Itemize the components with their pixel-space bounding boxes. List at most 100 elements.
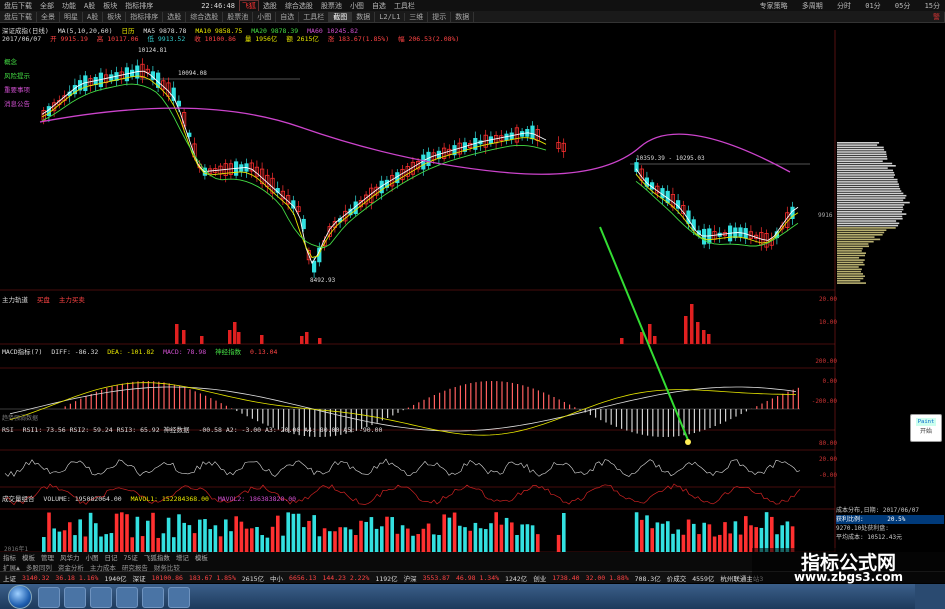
function-tab[interactable]: 多股同列 — [25, 563, 52, 572]
cost-bar — [837, 192, 904, 195]
indicator-tab[interactable]: 小图 — [85, 554, 99, 562]
menu-item[interactable]: 工具栏 — [393, 1, 415, 10]
warning-icon[interactable]: 警 — [929, 11, 945, 22]
tab[interactable]: 指标排序 — [126, 11, 164, 22]
menu-item[interactable]: 小图 — [349, 1, 364, 10]
volume-bar — [754, 527, 758, 552]
rsi-title[interactable]: RSI — [2, 426, 14, 434]
start-button[interactable] — [8, 585, 32, 609]
candle — [738, 227, 743, 237]
paint-button[interactable]: Paint 开始 — [910, 414, 942, 442]
cost-bar — [837, 174, 895, 176]
function-tab[interactable]: 财务比较 — [153, 563, 180, 572]
menu-item[interactable]: 自选 — [371, 1, 386, 10]
volume-bar — [790, 526, 795, 552]
volume-bar — [270, 526, 275, 552]
tab-active[interactable]: 截图 — [329, 11, 353, 22]
tab[interactable]: 全景 — [37, 11, 60, 22]
tab[interactable]: 数据 — [352, 11, 376, 22]
rsi-tick: 20.00 — [818, 456, 837, 463]
menu-item[interactable]: 功能 — [62, 1, 76, 10]
tab[interactable]: 综合选股 — [186, 11, 224, 22]
function-tab[interactable]: 扩展▲ — [3, 563, 20, 572]
menu-item[interactable]: A股 — [84, 1, 96, 10]
media-icon[interactable] — [90, 587, 112, 608]
volume-bar — [276, 515, 280, 552]
cost-bar — [837, 247, 863, 250]
tab[interactable]: 小图 — [253, 11, 277, 22]
app-icon[interactable] — [116, 587, 138, 608]
low-value: 低 9913.52 — [147, 35, 186, 43]
indicator-tab[interactable]: 管理 — [41, 554, 54, 562]
app-icon[interactable] — [168, 587, 190, 608]
zl-title[interactable]: 主力轨道 — [2, 296, 28, 304]
tab[interactable]: 工具栏 — [299, 11, 330, 22]
menu-item[interactable]: 全部 — [40, 1, 54, 10]
index-name[interactable]: 深证成指(日线) — [2, 27, 49, 35]
menu-item[interactable]: 选股 — [262, 1, 277, 10]
volume-bar — [634, 512, 639, 552]
volume-bar — [744, 516, 748, 552]
indicator-tab[interactable]: 模板 — [194, 554, 208, 562]
tab[interactable]: A股 — [83, 11, 104, 22]
tab[interactable]: 选股 — [163, 11, 187, 22]
cost-bar — [837, 142, 880, 144]
menu-item[interactable]: 指标排序 — [125, 1, 154, 10]
menu-item[interactable]: 盘后下载 — [4, 1, 32, 10]
indicator-tab[interactable]: 增记 — [175, 554, 189, 562]
volume-bar — [650, 528, 654, 552]
macd-title[interactable]: MACD指标(7) — [2, 348, 43, 356]
indicator-tab[interactable]: 模板 — [22, 554, 35, 562]
vol-title[interactable]: 成交量组合 — [2, 495, 35, 503]
menu-item[interactable]: 分时 — [837, 1, 852, 10]
tab[interactable]: 盘后下载 — [0, 11, 37, 22]
function-tab[interactable]: 主力成本 — [89, 563, 116, 572]
explorer-icon[interactable] — [64, 587, 86, 608]
macd-tick: 200.00 — [815, 358, 837, 365]
menu-item[interactable]: 股票池 — [320, 1, 342, 10]
tab[interactable]: 自选 — [276, 11, 300, 22]
tab[interactable]: 提示 — [428, 11, 452, 22]
indicator-tab[interactable]: 指标 — [3, 554, 16, 562]
side-label-concept[interactable]: 概念 — [4, 58, 17, 66]
rsi-header: RSI RSI1: 73.56 RSI2: 59.24 RSI3: 65.92 … — [2, 424, 387, 434]
tab[interactable]: 股票池 — [223, 11, 254, 22]
menu-item[interactable]: 综合选股 — [284, 1, 313, 10]
volume-bar — [317, 536, 322, 552]
volume-bar — [244, 528, 249, 552]
calendar-label[interactable]: 日历 — [121, 27, 135, 35]
menu-item[interactable]: 05分 — [894, 1, 911, 10]
tab[interactable]: 板块 — [103, 11, 127, 22]
tab[interactable]: 三维 — [405, 11, 429, 22]
indicator-tab[interactable]: 75证 — [123, 554, 138, 562]
app-icon[interactable] — [142, 587, 164, 608]
tab[interactable]: L2/L1 — [375, 12, 406, 21]
cost-bar — [837, 217, 903, 220]
cost-bar — [837, 204, 905, 206]
kline-chart[interactable] — [0, 22, 945, 552]
annotation-arrow — [599, 226, 689, 441]
function-tab[interactable]: 研究报告 — [121, 563, 148, 572]
cost-bar — [837, 243, 869, 245]
menu-item[interactable]: 01分 — [865, 1, 881, 10]
menu-item[interactable]: 专家策略 — [759, 1, 788, 10]
side-label-risk[interactable]: 风险提示 — [4, 72, 30, 80]
menu-item[interactable]: 15分 — [924, 1, 940, 10]
side-label-events[interactable]: 重要事项 — [4, 86, 30, 94]
indicator-tab[interactable]: 日记 — [104, 554, 118, 562]
volume-bar — [88, 512, 93, 552]
ie-icon[interactable] — [38, 587, 60, 608]
tab[interactable]: 明星 — [60, 11, 83, 22]
volume-bar — [364, 521, 368, 552]
profit-price: 9270.10处获利盘: — [836, 525, 889, 532]
indicator-tab[interactable]: 风华力 — [60, 554, 80, 562]
function-tab[interactable]: 资金分析 — [57, 563, 84, 572]
volume-bar — [343, 527, 348, 552]
system-tray[interactable] — [915, 584, 945, 609]
tab[interactable]: 数据 — [451, 11, 475, 22]
volume-bar — [328, 531, 332, 552]
side-label-news[interactable]: 消息公告 — [4, 100, 30, 108]
menu-item[interactable]: 板块 — [103, 1, 118, 10]
menu-item[interactable]: 多周期 — [801, 1, 823, 10]
indicator-tab[interactable]: 飞狐指数 — [143, 554, 170, 562]
